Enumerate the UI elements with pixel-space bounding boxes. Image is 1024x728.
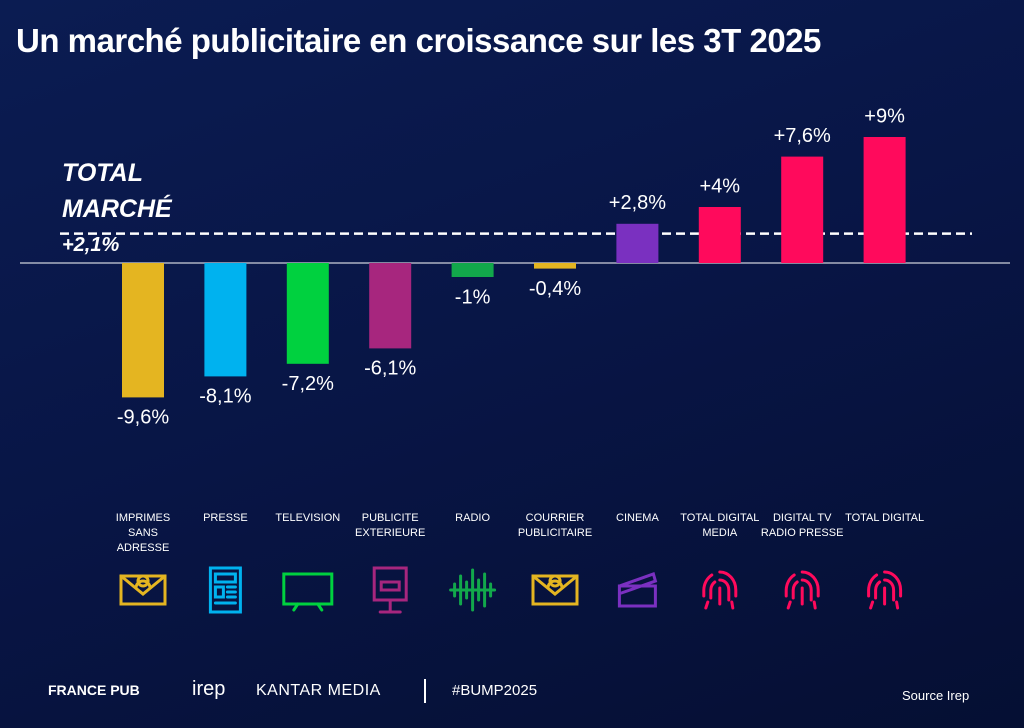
value-label: -0,4% [529,278,581,300]
category-label: PUBLICITE EXTERIEURE [355,512,426,539]
bar [698,207,741,263]
bar [863,137,906,263]
value-label: -1% [455,286,491,308]
category-icon [449,568,497,612]
logo: FRANCE PUB [48,682,140,698]
chart-title: Un marché publicitaire en croissance sur… [16,22,821,59]
value-label: -7,2% [282,373,334,395]
icon-shape [867,570,903,610]
category-label: COURRIER PUBLICITAIRE [517,512,593,539]
total-value: +2,1% [62,234,120,256]
bar [781,156,824,263]
icon-shape [372,566,408,614]
value-label: -9,6% [117,407,169,429]
bar [451,263,494,277]
value-label: -8,1% [199,386,251,408]
value-label: +4% [700,175,741,197]
category-icon [282,572,334,612]
icon-shape [617,572,658,608]
category-label: TOTAL DIGITAL [845,512,925,524]
hashtag: #BUMP2025 [452,682,538,699]
value-label: +2,8% [609,192,666,214]
category-label: IMPRIMES SANS ADRESSE [115,512,171,554]
source: Source Irep [902,688,970,703]
category-label: RADIO [455,512,491,524]
category-icon [208,566,242,614]
category-icon [531,574,579,606]
bar [204,263,247,377]
category-icon [702,570,738,610]
bar [534,263,576,269]
value-label: +7,6% [774,125,831,147]
category-icon [372,566,408,614]
category-icon [617,572,658,608]
icon-shape [784,570,820,610]
category-icon [119,574,167,606]
bar [616,223,659,263]
value-label: -6,1% [364,358,416,380]
icon-shape [282,572,334,612]
icon-shape [449,568,497,612]
value-label: +9% [864,105,905,127]
total-label: TOTAL MARCHÉ [62,159,172,223]
separator [424,679,426,703]
category-label: TELEVISION [275,512,341,524]
category-icon [784,570,820,610]
category-label: TOTAL DIGITAL MEDIA [680,512,760,539]
icon-shape [208,566,242,614]
category-label: DIGITAL TV RADIO PRESSE [760,512,844,539]
icon-shape [119,574,167,606]
bar [369,263,412,349]
category-label: PRESSE [203,512,248,524]
bar [286,263,329,364]
category-icon [867,570,903,610]
category-label: CINEMA [616,512,659,524]
icon-shape [531,574,579,606]
bar [122,263,164,398]
icon-shape [702,570,738,610]
logo: KANTAR MEDIA [256,682,381,699]
logo: irep [192,678,226,700]
